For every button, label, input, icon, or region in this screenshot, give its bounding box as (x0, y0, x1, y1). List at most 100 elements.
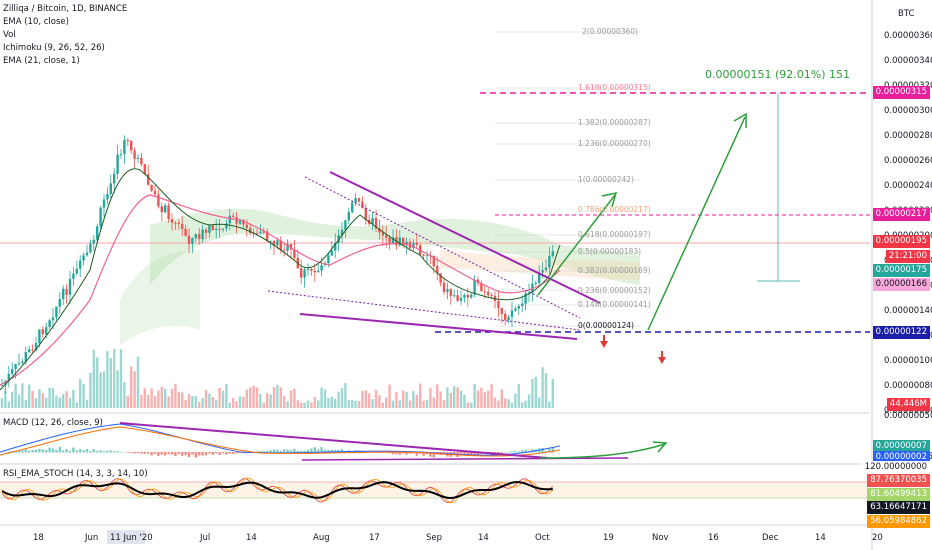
macd-signal (0, 426, 561, 457)
macd-bar (116, 451, 119, 453)
macd-bar (242, 452, 245, 454)
volume-bar (504, 398, 507, 408)
macd-bar (300, 450, 303, 453)
volume-bar (133, 371, 136, 408)
candle-body (317, 270, 320, 273)
candle-body (473, 279, 476, 295)
macd-bar (266, 450, 269, 453)
macd-bar (541, 448, 544, 453)
volume-bar (228, 402, 231, 408)
macd-bar (218, 452, 221, 455)
time-tick: 19 (603, 533, 614, 543)
rsi-label[interactable]: RSI_EMA_STOCH (14, 3, 3, 14, 10) (3, 469, 148, 479)
candle-body (255, 233, 259, 235)
candle-body (232, 215, 235, 218)
candle-body (415, 242, 418, 246)
time-tick: 20 (872, 533, 883, 543)
indicator-ichimoku[interactable]: Ichimoku (9, 26, 52, 26) (3, 43, 105, 53)
macd-bar (99, 450, 102, 453)
candle-body (303, 269, 306, 278)
candle-body (381, 232, 384, 236)
fib-label: 0.236(0.00000152) (578, 286, 651, 295)
volume-bar (92, 349, 95, 408)
price-tick: 0.00000080 (884, 381, 932, 391)
macd-bar (72, 447, 75, 453)
macd-bar (198, 452, 201, 456)
candle-body (215, 228, 218, 231)
indicator-ema21[interactable]: EMA (21, close, 1) (3, 56, 80, 66)
macd-bar (500, 452, 503, 453)
volume-bar (473, 383, 476, 408)
volume-bar (276, 384, 279, 408)
price-tick: 0.00000300 (884, 106, 932, 116)
macd-bar (177, 452, 180, 455)
candle-body (344, 220, 347, 230)
macd-bar (330, 449, 333, 453)
volume-bar (218, 387, 221, 408)
price-tick: 0.00000140 (884, 306, 932, 316)
candle-body (92, 239, 95, 244)
candle-body (357, 198, 361, 202)
volume-bar (361, 390, 364, 408)
price-tag: 0.00000175 (872, 264, 930, 277)
macd-bar (96, 450, 99, 453)
candle-body (405, 241, 408, 246)
indicator-ema10[interactable]: EMA (10, close) (3, 17, 69, 27)
candle-body (466, 294, 469, 298)
macd-bar (391, 452, 395, 455)
down-arrow-1 (600, 335, 608, 348)
volume-bar (534, 376, 537, 408)
candle-body (28, 349, 31, 353)
macd-bar (208, 452, 211, 454)
volume-bar (405, 391, 408, 408)
candle-body (153, 190, 157, 195)
candle-body (436, 266, 439, 274)
macd-label[interactable]: MACD (12, 26, close, 9) (3, 418, 103, 428)
volume-bar (330, 396, 333, 408)
volume-bar (289, 390, 293, 408)
candle-body (85, 252, 89, 256)
candle-body (313, 270, 316, 273)
volume-bar (415, 394, 418, 408)
candle-body (238, 219, 242, 224)
candle-body (279, 240, 282, 250)
candle-body (327, 255, 330, 264)
volume-bar (476, 390, 480, 408)
indicator-vol[interactable]: Vol (3, 30, 16, 40)
candle-body (167, 205, 170, 220)
macd-bar (174, 452, 177, 456)
macd-bar (507, 451, 510, 453)
macd-bar (510, 451, 514, 453)
candle-body (504, 313, 507, 320)
volume-bar (493, 397, 497, 408)
fib-label: 0.786(0.00000217) (578, 205, 651, 214)
candle-body (432, 256, 435, 267)
time-tick: Jul (200, 533, 211, 543)
candle-body (463, 294, 466, 298)
macd-bar (289, 450, 293, 453)
fib-label: 0.382(0.00000169) (578, 266, 651, 275)
macd-bar (51, 448, 55, 453)
macd-bar (126, 452, 129, 453)
volume-bar (259, 393, 262, 408)
volume-bar (113, 348, 116, 408)
volume-bar (208, 393, 211, 408)
macd-bar (408, 452, 412, 454)
price-tag: 44.446M (886, 398, 930, 411)
candle-body (143, 164, 146, 175)
candle-body (276, 240, 279, 246)
macd-bar (402, 452, 405, 454)
macd-arrow (539, 443, 666, 459)
candle-body (204, 229, 208, 233)
volume-bar (283, 396, 286, 408)
candle-body (150, 184, 153, 191)
macd-bar (153, 452, 157, 454)
volume-bar (323, 389, 327, 408)
macd-bar (143, 452, 146, 454)
candle-body (65, 288, 68, 295)
fib-lines (495, 31, 640, 327)
volume-bar (62, 394, 65, 408)
time-tick: Jun (85, 533, 99, 543)
volume-bar (123, 382, 126, 408)
